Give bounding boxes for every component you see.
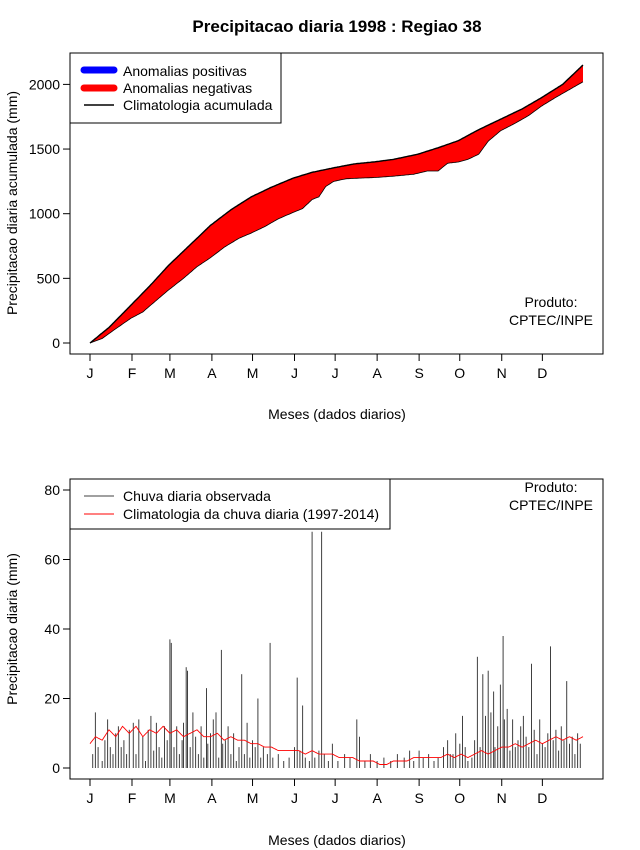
y-tick-label: 0 [52,335,60,351]
x-tick-label: N [497,790,507,806]
y-tick-label: 60 [44,552,60,568]
x-tick-label: M [164,790,176,806]
y-tick-label: 20 [44,691,60,707]
x-tick-label: O [454,365,465,381]
x-tick-label: M [247,365,259,381]
accumulated-y-label: Precipitacao diaria acumulada (mm) [4,91,20,315]
x-tick-label: S [414,365,423,381]
daily-y-label: Precipitacao diaria (mm) [4,553,20,705]
accumulated-y-axis: 0 500 1000 1500 2000 [29,76,71,351]
x-tick-label: J [87,365,94,381]
daily-credit-line2: CPTEC/INPE [509,497,593,513]
legend-label-observed: Chuva diaria observada [123,488,271,504]
daily-legend: Chuva diaria observada Climatologia da c… [69,478,391,530]
y-tick-label: 40 [44,621,60,637]
x-tick-label: A [207,365,217,381]
accumulated-legend: Anomalias positivas Anomalias negativas … [69,52,282,124]
observed-accumulated-line [89,81,584,344]
x-tick-label: A [207,790,217,806]
x-tick-label: F [128,790,137,806]
x-tick-label: J [87,790,94,806]
legend-label-negative: Anomalias negativas [123,80,252,96]
daily-chart: 0 20 40 60 80 J F M A M J J A S O N D Meses (dados diar… [4,478,604,848]
figure-title: Precipitacao diaria 1998 : Regiao 38 [192,17,481,36]
x-tick-label: A [372,365,382,381]
x-tick-label: J [291,790,298,806]
x-tick-label: J [332,790,339,806]
accumulated-chart: 0 500 1000 1500 2000 J F M A M J J A S O N D Meses (dad… [4,52,604,422]
x-tick-label: M [164,365,176,381]
legend-label-positive: Anomalias positivas [123,63,247,79]
daily-credit-line1: Produto: [525,479,578,495]
x-tick-label: M [247,790,259,806]
daily-climatology-line [89,725,584,765]
accumulated-credit-line1: Produto: [525,294,578,310]
x-tick-label: S [414,790,423,806]
climatology-accumulated-line [89,64,584,344]
y-tick-label: 1500 [29,141,60,157]
daily-bars [92,531,581,768]
x-tick-label: J [291,365,298,381]
x-tick-label: D [537,790,547,806]
x-tick-label: O [454,790,465,806]
x-tick-label: D [537,365,547,381]
daily-legend-box [69,478,391,530]
y-tick-label: 1000 [29,206,60,222]
x-tick-label: A [372,790,382,806]
legend-label-daily-climatology: Climatologia da chuva diaria (1997-2014) [123,506,379,522]
daily-x-label: Meses (dados diarios) [268,832,406,848]
y-tick-label: 80 [44,482,60,498]
y-tick-label: 500 [37,270,61,286]
accumulated-x-label: Meses (dados diarios) [268,406,406,422]
x-tick-label: J [332,365,339,381]
y-tick-label: 2000 [29,76,60,92]
daily-y-axis: 0 20 40 60 80 [44,482,71,776]
legend-label-climatology: Climatologia acumulada [123,97,273,113]
x-tick-label: N [497,365,507,381]
x-tick-label: F [128,365,137,381]
accumulated-credit-line2: CPTEC/INPE [509,312,593,328]
y-tick-label: 0 [52,760,60,776]
